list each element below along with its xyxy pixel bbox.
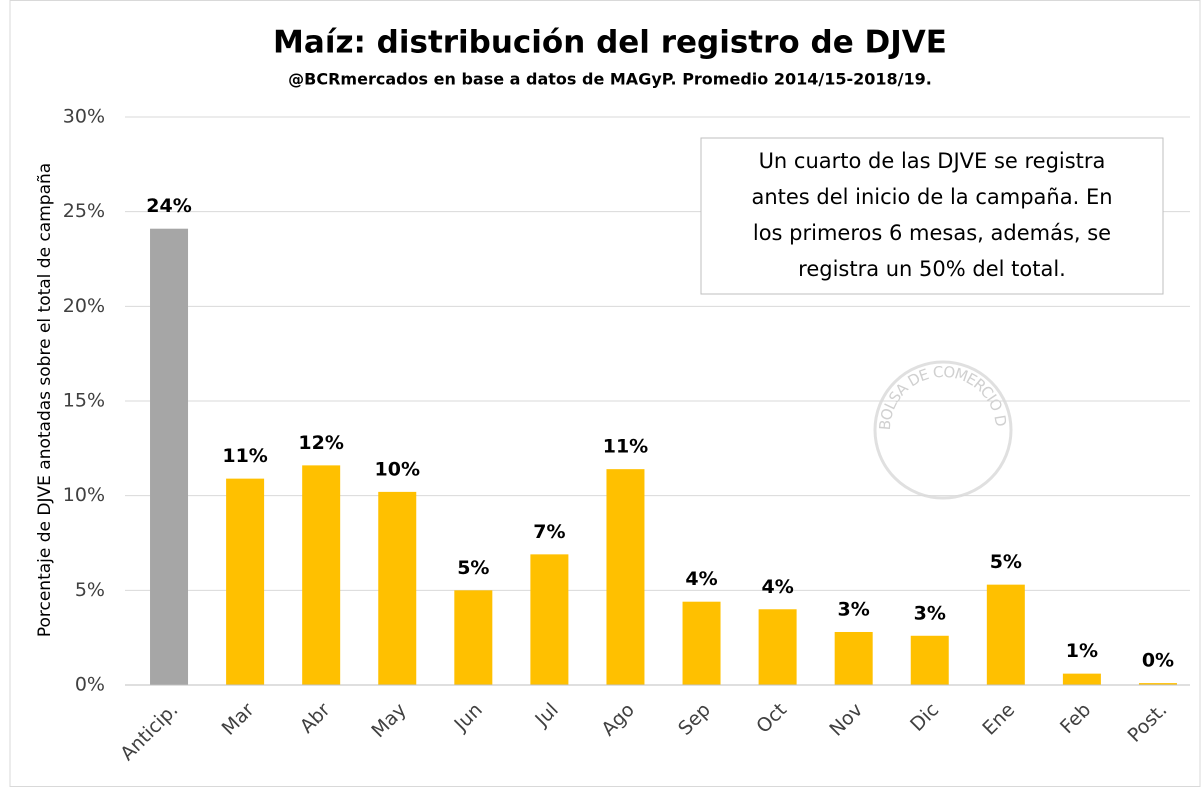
annotation-line: Un cuarto de las DJVE se registra [759, 149, 1106, 173]
bar [454, 590, 493, 685]
bar [1062, 673, 1101, 685]
y-tick-label: 15% [63, 390, 105, 412]
bar [910, 635, 949, 685]
bar [834, 631, 873, 685]
data-label: 3% [838, 598, 870, 620]
chart-subtitle: @BCRmercados en base a datos de MAGyP. P… [288, 70, 932, 89]
watermark-ring [873, 360, 1013, 500]
data-label: 1% [1066, 640, 1098, 662]
data-label: 5% [457, 557, 489, 579]
data-label: 5% [990, 551, 1022, 573]
bar [606, 469, 645, 685]
data-label: 7% [533, 521, 565, 543]
y-tick-label: 5% [75, 579, 105, 601]
data-label: 11% [603, 436, 648, 458]
annotation-line: los primeros 6 mesas, además, se [753, 221, 1111, 245]
bar [302, 465, 341, 685]
annotation-line: registra un 50% del total. [798, 257, 1066, 281]
data-label: 12% [298, 432, 343, 454]
data-label: 4% [761, 576, 793, 598]
chart-title: Maíz: distribución del registro de DJVE [273, 25, 947, 61]
bar [758, 609, 797, 685]
annotation-box [700, 137, 1164, 295]
data-label: 4% [685, 568, 717, 590]
data-label: 0% [1142, 650, 1174, 672]
bar [226, 478, 265, 685]
bar [150, 228, 189, 685]
data-label: 10% [375, 458, 420, 480]
data-label: 24% [146, 195, 191, 217]
annotation-line: antes del inicio de la campaña. En [751, 185, 1112, 209]
y-tick-label: 0% [75, 674, 105, 696]
data-label: 3% [914, 602, 946, 624]
y-axis-label: Porcentaje de DJVE anotadas sobre el tot… [35, 163, 55, 637]
bar [986, 584, 1025, 685]
bar [682, 601, 721, 685]
bar [530, 554, 569, 685]
y-tick-label: 25% [63, 200, 105, 222]
y-tick-label: 20% [63, 295, 105, 317]
bar [378, 491, 417, 685]
y-tick-label: 10% [63, 484, 105, 506]
y-tick-label: 30% [63, 106, 105, 128]
bar [1138, 683, 1177, 685]
data-label: 11% [222, 445, 267, 467]
